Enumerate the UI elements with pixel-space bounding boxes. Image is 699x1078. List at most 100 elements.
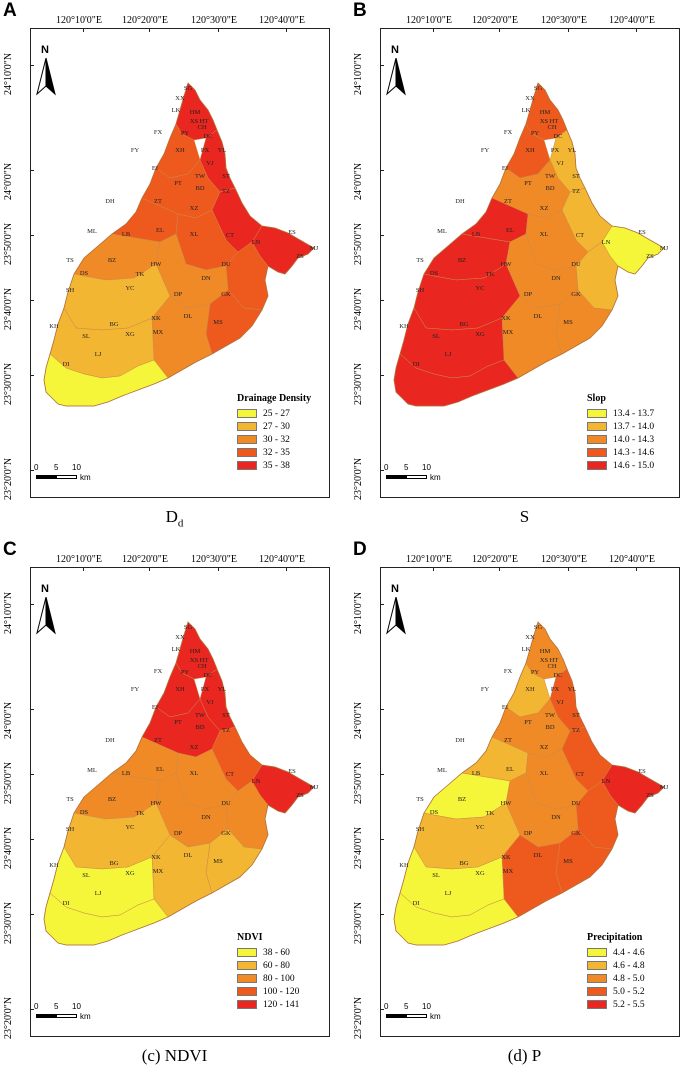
district-code: XX bbox=[525, 95, 535, 102]
district-code: CH bbox=[197, 663, 206, 670]
district-code: EL bbox=[156, 227, 164, 234]
north-label: N bbox=[41, 44, 49, 56]
district-code: BZ bbox=[108, 257, 116, 264]
legend-item: 14.0 - 14.3 bbox=[587, 433, 683, 446]
latitude-tick bbox=[380, 914, 384, 915]
longitude-label: 120°30'0"E bbox=[541, 15, 587, 26]
district-code: DN bbox=[551, 275, 561, 282]
district-code: ZT bbox=[504, 198, 512, 205]
caption-text: D bbox=[165, 507, 178, 526]
district-code: XL bbox=[190, 231, 199, 238]
scale-segment bbox=[406, 1014, 427, 1018]
district-code: XZ bbox=[540, 205, 549, 212]
district-code: DP bbox=[524, 291, 533, 298]
county-outline bbox=[43, 621, 315, 946]
district-code: LB bbox=[472, 770, 481, 777]
district-code: TK bbox=[486, 271, 495, 278]
latitude-tick bbox=[380, 709, 384, 710]
district-code: ES bbox=[288, 229, 296, 236]
legend-label: 25 - 27 bbox=[263, 408, 290, 419]
legend-swatch bbox=[237, 1000, 257, 1009]
latitude-tick bbox=[380, 375, 384, 376]
district-code: XH bbox=[525, 147, 535, 154]
district-code: MJ bbox=[310, 245, 319, 252]
district-code: FX bbox=[154, 668, 163, 675]
longitude-tick bbox=[499, 567, 500, 571]
district-code: ST bbox=[222, 712, 230, 719]
district-code: XL bbox=[540, 770, 549, 777]
longitude-label: 120°10'0"E bbox=[56, 15, 102, 26]
district-code: XG bbox=[475, 870, 485, 877]
district-code: BD bbox=[195, 724, 204, 731]
legend-label: 30 - 32 bbox=[263, 434, 290, 445]
north-arrow-icon bbox=[386, 597, 406, 635]
district-code: HM bbox=[190, 648, 201, 655]
latitude-label: 23°30'0"N bbox=[353, 901, 364, 944]
latitude-label: 23°20'0"N bbox=[3, 996, 14, 1039]
district-code: HT bbox=[550, 657, 559, 664]
latitude-tick bbox=[30, 65, 34, 66]
legend-label: 5.2 - 5.5 bbox=[613, 999, 645, 1010]
district-code: LB bbox=[122, 770, 131, 777]
district-code: CH bbox=[197, 124, 206, 131]
district-code: EI bbox=[152, 165, 158, 172]
latitude-label: 23°50'0"N bbox=[353, 222, 364, 265]
district-code: PY bbox=[181, 130, 190, 137]
district-code: DI bbox=[413, 361, 420, 368]
district-code: ST bbox=[572, 173, 580, 180]
latitude-tick bbox=[380, 774, 384, 775]
district-code: MJ bbox=[310, 784, 319, 791]
scale-segment bbox=[36, 475, 57, 479]
district-code: VJ bbox=[556, 699, 564, 706]
longitude-tick bbox=[83, 567, 84, 571]
district-code: DC bbox=[553, 672, 562, 679]
latitude-tick bbox=[30, 375, 34, 376]
district-code: DS bbox=[430, 270, 439, 277]
district-code: LK bbox=[522, 107, 531, 114]
district-code: PX bbox=[201, 147, 210, 154]
panel-letter: C bbox=[3, 539, 17, 560]
district-code: TK bbox=[136, 810, 145, 817]
panel-caption: Dd bbox=[0, 507, 349, 529]
district-code: LJ bbox=[95, 890, 102, 897]
latitude-label: 23°20'0"N bbox=[353, 457, 364, 500]
scale-bar: 0 5 10 km bbox=[384, 463, 496, 487]
district-code: DS bbox=[430, 809, 439, 816]
latitude-label: 23°50'0"N bbox=[353, 761, 364, 804]
legend-swatch bbox=[237, 974, 257, 983]
legend: Drainage Density 25 - 27 27 - 30 30 - 32 32 … bbox=[237, 393, 333, 472]
scale-segment bbox=[406, 475, 427, 479]
latitude-label: 24°10'0"N bbox=[353, 52, 364, 95]
legend-label: 80 - 100 bbox=[263, 973, 295, 984]
district-code: KH bbox=[399, 323, 409, 330]
longitude-label: 120°40'0"E bbox=[259, 554, 305, 565]
district-code: XX bbox=[525, 634, 535, 641]
district-code: PY bbox=[531, 669, 540, 676]
legend-item: 14.6 - 15.0 bbox=[587, 459, 683, 472]
district-code: MS bbox=[213, 858, 223, 865]
district-code: MX bbox=[153, 868, 164, 875]
district-code: XK bbox=[151, 315, 161, 322]
legend-label: 60 - 80 bbox=[263, 960, 290, 971]
district-code: LJ bbox=[95, 351, 102, 358]
latitude-label: 24°10'0"N bbox=[3, 591, 14, 634]
north-label: N bbox=[391, 583, 399, 595]
district-code: ST bbox=[572, 712, 580, 719]
district-code: DU bbox=[221, 261, 231, 268]
legend-label: 100 - 120 bbox=[263, 986, 300, 997]
district-code: YC bbox=[475, 824, 484, 831]
district-code: XX bbox=[175, 95, 185, 102]
legend-item: 13.4 - 13.7 bbox=[587, 407, 683, 420]
scale-label: 10 bbox=[72, 463, 81, 472]
longitude-tick bbox=[636, 567, 637, 571]
district-code: YC bbox=[125, 285, 134, 292]
legend-swatch bbox=[237, 461, 257, 470]
legend: Precipitation 4.4 - 4.6 4.6 - 4.8 4.8 - 5.0… bbox=[587, 932, 683, 1011]
north-arrow-icon bbox=[36, 58, 56, 96]
latitude-tick bbox=[380, 1009, 384, 1010]
legend-item: 4.4 - 4.6 bbox=[587, 946, 683, 959]
district-code: FX bbox=[504, 129, 513, 136]
district-code: MX bbox=[503, 868, 514, 875]
